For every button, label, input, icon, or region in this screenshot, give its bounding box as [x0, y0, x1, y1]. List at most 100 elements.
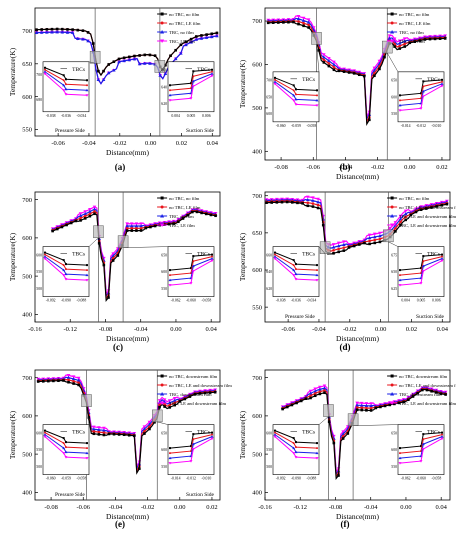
data-point — [398, 44, 401, 48]
data-point — [163, 71, 168, 76]
inset-y-tick-label: 650 — [266, 95, 272, 99]
y-tick-label: 600 — [252, 267, 262, 274]
data-point — [195, 35, 198, 38]
data-point — [414, 210, 418, 214]
inset-point — [422, 438, 425, 441]
data-point — [383, 404, 387, 408]
data-point — [181, 217, 185, 220]
inset-series-line — [44, 430, 88, 444]
pressure-side-label: Pressure Side — [55, 128, 85, 134]
inset-point — [440, 437, 444, 441]
inset-point — [189, 282, 193, 285]
data-point — [265, 201, 268, 204]
data-point — [342, 249, 346, 252]
zoom-region — [89, 50, 101, 64]
data-point — [74, 219, 78, 223]
leader-line — [316, 44, 320, 72]
x-axis-label: Distance(mm) — [336, 334, 379, 343]
data-point — [39, 30, 44, 34]
data-point — [346, 432, 350, 435]
inset-point — [399, 99, 401, 102]
data-point — [111, 252, 115, 256]
y-tick-label: 700 — [252, 375, 262, 382]
legend: no TBC, no film no TBC, LE film TBC, no fi… — [157, 12, 201, 45]
inset-point — [295, 441, 297, 444]
data-point — [302, 21, 305, 25]
data-point — [378, 231, 382, 235]
inset-point — [273, 435, 277, 439]
inset-y-tick-label: 650 — [161, 253, 167, 257]
data-point — [143, 432, 146, 435]
inset-series-line — [274, 436, 318, 459]
y-axis-label: Temperature(K) — [238, 59, 247, 108]
data-point — [373, 71, 376, 75]
inset-series-line — [399, 85, 443, 111]
data-point — [355, 403, 359, 407]
legend-label: TBC, downstream film — [399, 392, 442, 398]
data-point — [365, 408, 368, 412]
data-point — [167, 401, 172, 405]
data-point — [407, 398, 410, 402]
x-tick-label: -0.06 — [281, 326, 295, 333]
data-point — [275, 201, 279, 204]
data-point — [92, 205, 97, 209]
inset-series-line — [44, 71, 88, 91]
data-point — [135, 229, 138, 232]
data-point — [210, 32, 214, 36]
data-point — [71, 28, 74, 31]
tbc-annotation: TBCs — [302, 77, 315, 83]
data-point — [45, 28, 49, 31]
data-point — [318, 385, 322, 389]
inset-point — [398, 462, 402, 465]
inset-x-tick-label: -0.092 — [276, 477, 286, 481]
legend-label: no TBC, LE film — [169, 21, 201, 27]
y-tick-label: 700 — [22, 375, 32, 382]
data-point — [393, 42, 396, 46]
data-point — [97, 427, 101, 432]
data-point — [50, 30, 54, 34]
x-tick-label: 0.04 — [436, 504, 448, 511]
inset-point — [192, 75, 195, 78]
data-point — [394, 230, 397, 233]
inset-point — [191, 270, 195, 273]
x-axis-label: Distance(mm) — [106, 148, 149, 157]
data-point — [88, 214, 92, 218]
series-1 — [281, 388, 447, 480]
inset-point — [399, 447, 401, 450]
inset-x-tick-label: -0.058 — [431, 477, 441, 481]
data-point — [404, 218, 407, 222]
y-tick-label: 500 — [252, 451, 262, 458]
leader-line — [318, 246, 326, 254]
inset-point — [43, 435, 47, 439]
x-axis-label: Distance(mm) — [106, 334, 149, 343]
data-point — [173, 403, 177, 407]
data-point — [301, 16, 306, 20]
data-point — [132, 57, 137, 61]
legend-label: TBC, LE and downstream film — [399, 223, 456, 229]
legend-marker — [390, 21, 394, 25]
tbc-annotation: TBCs — [427, 252, 440, 258]
inset-right: TBCs -0.014 -0.012 -0.010 550 600 650 — [387, 52, 445, 128]
inset-point — [192, 255, 195, 258]
data-point — [139, 222, 143, 226]
data-point — [299, 399, 303, 403]
inset-x-tick-label: -0.010 — [431, 124, 441, 128]
inset-point — [399, 94, 401, 97]
data-point — [153, 54, 157, 57]
data-point — [402, 39, 407, 43]
data-point — [130, 227, 134, 230]
data-point — [153, 224, 157, 228]
inset-point — [62, 83, 66, 87]
inset-point — [62, 437, 65, 440]
tbc-annotation: TBCs — [302, 252, 315, 258]
data-point — [292, 20, 295, 24]
inset-y-tick-label: 650 — [391, 79, 397, 83]
data-point — [83, 210, 88, 214]
legend-label: TBC, LE film — [169, 39, 195, 45]
inset-point — [316, 89, 318, 92]
data-point — [428, 37, 432, 41]
data-point — [132, 434, 136, 438]
x-tick-label: 0.00 — [400, 504, 411, 511]
legend-label: no TBC, downstream film — [169, 374, 218, 380]
data-point — [332, 249, 335, 252]
